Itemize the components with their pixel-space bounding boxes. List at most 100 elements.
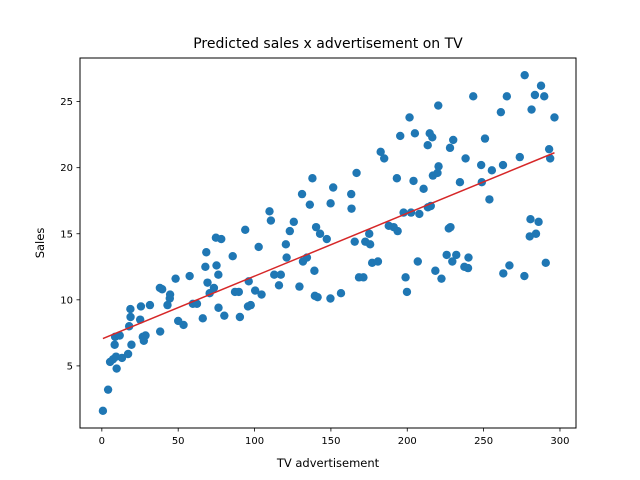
data-point (163, 300, 172, 310)
data-point (393, 226, 402, 236)
data-point (155, 327, 165, 336)
y-tick-label: 25 (60, 97, 73, 108)
points-layer (98, 70, 559, 416)
data-point (449, 135, 458, 145)
data-point (448, 257, 457, 266)
data-point (455, 178, 465, 187)
data-point (254, 242, 263, 252)
data-point (257, 290, 266, 299)
data-point (536, 81, 546, 90)
data-point (136, 302, 146, 311)
data-point (461, 154, 470, 163)
data-point (469, 92, 478, 101)
x-tick-label: 250 (474, 436, 493, 447)
x-tick-label: 100 (245, 436, 264, 447)
data-point (499, 269, 508, 278)
y-tick-label: 15 (60, 229, 73, 240)
data-point (347, 189, 356, 199)
data-point (209, 283, 219, 293)
data-point (282, 253, 291, 262)
data-point (531, 229, 541, 238)
data-point (234, 287, 244, 297)
data-point (485, 195, 494, 204)
data-point (192, 299, 202, 308)
data-point (171, 274, 180, 283)
data-point (228, 252, 237, 261)
data-point (428, 133, 437, 142)
data-point (526, 215, 535, 224)
y-tick-label: 20 (60, 163, 73, 174)
data-point (203, 278, 212, 287)
data-point (452, 250, 461, 260)
data-point (165, 290, 175, 299)
data-point (289, 217, 298, 227)
x-tick-label: 150 (321, 436, 340, 447)
data-point (274, 281, 284, 290)
data-point (373, 257, 383, 266)
data-point (446, 222, 455, 232)
data-point (126, 304, 135, 314)
x-tick-label: 0 (99, 436, 105, 447)
data-point (214, 270, 223, 279)
regression-line (102, 152, 555, 340)
data-point (250, 286, 260, 295)
data-point (310, 266, 319, 275)
data-point (179, 320, 188, 330)
data-point (270, 270, 279, 279)
data-point (297, 189, 307, 199)
data-point (550, 113, 559, 122)
data-point (463, 263, 473, 273)
data-point (442, 250, 451, 260)
data-point (214, 303, 223, 312)
data-point (241, 225, 250, 234)
data-point (520, 271, 529, 281)
data-point (157, 285, 167, 294)
x-tick-label: 300 (550, 436, 569, 447)
data-point (266, 216, 276, 225)
y-axis-label: Sales (33, 228, 47, 259)
data-point (202, 248, 211, 257)
data-point (359, 273, 368, 282)
data-point (328, 183, 338, 192)
data-point (365, 229, 374, 238)
data-point (480, 134, 490, 143)
data-point (352, 168, 361, 178)
data-point (198, 314, 207, 323)
data-point (322, 234, 331, 244)
data-point (336, 289, 346, 298)
data-point (365, 240, 375, 249)
data-point (127, 340, 136, 349)
data-point (246, 300, 255, 310)
data-point (498, 160, 508, 170)
data-point (212, 261, 221, 270)
y-tick-label: 5 (67, 361, 73, 372)
data-point (502, 92, 512, 101)
data-point (315, 229, 325, 238)
data-point (217, 234, 226, 244)
data-point (431, 266, 440, 275)
data-point (380, 154, 389, 163)
data-point (423, 141, 432, 150)
data-point (110, 340, 119, 349)
data-point (103, 385, 113, 394)
x-axis-label: TV advertisement (276, 456, 380, 470)
data-point (265, 207, 274, 216)
data-point (326, 294, 335, 303)
data-point (115, 331, 124, 340)
data-point (541, 258, 550, 268)
data-point (545, 154, 555, 163)
x-tick-label: 200 (398, 436, 417, 447)
data-point (308, 174, 317, 183)
data-point (476, 160, 486, 170)
data-point (401, 273, 410, 282)
data-point (117, 353, 127, 363)
data-point (402, 287, 412, 297)
data-point (413, 257, 422, 266)
data-point (530, 90, 540, 100)
plot-frame (79, 57, 577, 429)
data-point (464, 253, 473, 262)
data-point (276, 270, 286, 279)
data-point (141, 331, 150, 340)
data-point (201, 262, 210, 271)
data-point (419, 184, 428, 194)
